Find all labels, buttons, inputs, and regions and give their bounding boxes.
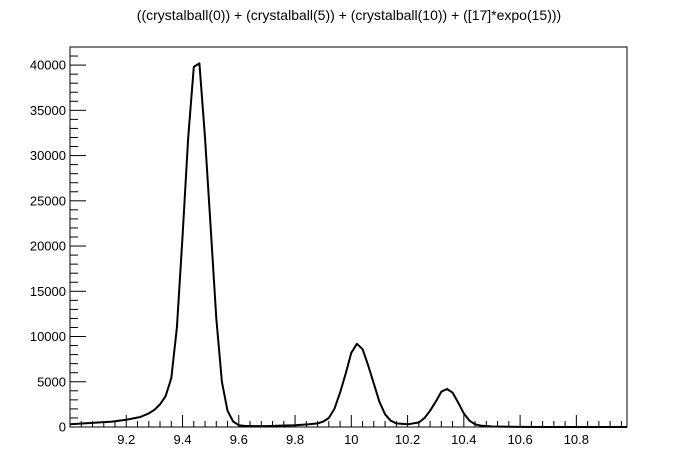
x-tick-label: 10 bbox=[344, 432, 358, 447]
y-tick-label: 40000 bbox=[30, 58, 66, 73]
y-tick-label: 5000 bbox=[37, 374, 66, 389]
y-tick-label: 15000 bbox=[30, 284, 66, 299]
plot-frame bbox=[69, 46, 628, 428]
chart-title: ((crystalball(0)) + (crystalball(5)) + (… bbox=[136, 7, 562, 23]
x-tick-label: 9.8 bbox=[286, 432, 304, 447]
x-tick-label: 10.6 bbox=[507, 432, 532, 447]
y-tick-label: 30000 bbox=[30, 148, 66, 163]
x-tick-label: 9.6 bbox=[230, 432, 248, 447]
series-line bbox=[69, 62, 627, 428]
y-tick-label: 20000 bbox=[30, 239, 66, 254]
series-layer bbox=[69, 62, 627, 428]
y-tick-label: 10000 bbox=[30, 329, 66, 344]
x-tick-label: 10.8 bbox=[564, 432, 589, 447]
y-tick-label: 35000 bbox=[30, 103, 66, 118]
x-tick-label: 10.2 bbox=[395, 432, 420, 447]
plot-frame-layer bbox=[69, 46, 628, 428]
x-tick-label: 10.4 bbox=[451, 432, 476, 447]
x-tick-label: 9.4 bbox=[173, 432, 191, 447]
x-tick-label: 9.2 bbox=[117, 432, 135, 447]
y-tick-label: 25000 bbox=[30, 193, 66, 208]
y-tick-label: 0 bbox=[59, 420, 66, 435]
tick-labels-layer: 9.2 9.4 9.6 9.8 10 10.2 10.4 10.6 10.8 0 5000 10000… bbox=[30, 58, 589, 447]
